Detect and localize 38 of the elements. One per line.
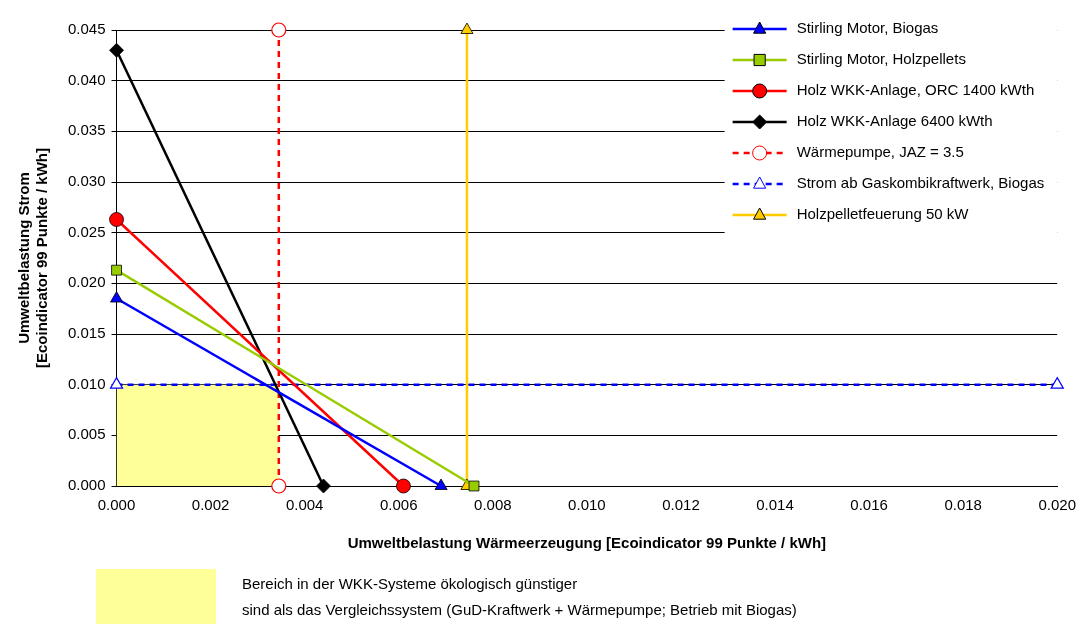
x-tick-label: 0.000 (97, 496, 136, 514)
x-axis-title: Umweltbelastung Wärmeerzeugung [Ecoindicator 99 Punkte / kWh] (347, 534, 827, 552)
point (109, 42, 124, 58)
y-tick-label: 0.045 (67, 20, 106, 38)
text: Bereich in der WKK-Systeme ökologisch günstiger sind als das Vergleichssystem (GuD-Kraftwerk + Wärmepumpe; Betrieb mit Biogas) (242, 573, 797, 620)
y-tick-label: 0.020 (67, 273, 106, 291)
y-tick-label: 0.000 (67, 476, 106, 494)
x-tick-label: 0.014 (756, 496, 794, 514)
point (396, 478, 411, 494)
y-axis-title: Umweltbelastung Strom [Ecoindicator 99 Punkte / kWh] (15, 147, 51, 369)
legend-label: Holzpelletfeuerung 50 kW (796, 205, 970, 223)
legend-label: Stirling Motor, Holzpellets (796, 50, 966, 68)
x-tick-label: 0.008 (474, 496, 512, 514)
legend-label: Holz WKK-Anlage 6400 kWth (796, 112, 993, 130)
y-tick-label: 0.040 (67, 70, 106, 88)
x-tick-label: 0.020 (1038, 496, 1077, 514)
x-tick-label: 0.012 (662, 496, 700, 514)
legend-label: Wärmepumpe, JAZ = 3.5 (796, 143, 964, 161)
y-tick-label: 0.035 (67, 121, 106, 139)
y-tick-label: 0.005 (67, 425, 106, 443)
x-tick-label: 0.004 (285, 496, 324, 514)
point (271, 22, 287, 38)
x-tick-label: 0.016 (850, 496, 888, 514)
x-tick-label: 0.018 (944, 496, 982, 514)
legend-label: Holz WKK-Anlage, ORC 1400 kWth (796, 81, 1035, 99)
x-tick-label: 0.002 (191, 496, 230, 514)
y-tick-label: 0.025 (67, 222, 106, 240)
legend-label: Stirling Motor, Biogas (796, 19, 939, 37)
point (111, 264, 122, 276)
point (316, 478, 331, 494)
y-tick-label: 0.010 (67, 374, 106, 392)
x-tick-label: 0.006 (379, 496, 418, 514)
y-tick-label: 0.015 (67, 324, 106, 342)
x-tick-label: 0.010 (568, 496, 606, 514)
y-tick-label: 0.030 (67, 172, 106, 190)
point (271, 478, 287, 494)
legend-label: Strom ab Gaskombikraftwerk, Biogas (796, 174, 1045, 192)
point (109, 212, 124, 227)
